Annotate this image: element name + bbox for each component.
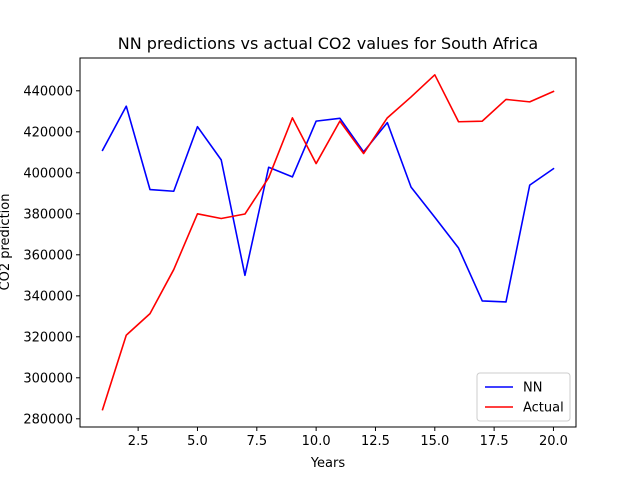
y-tick-label: 420000 <box>23 125 73 140</box>
legend: NN Actual <box>476 372 571 422</box>
x-tick-label: 5.0 <box>187 434 208 449</box>
legend-label-nn: NN <box>523 381 542 396</box>
series-line-nn <box>101 105 555 303</box>
series-layer <box>101 74 555 411</box>
y-tick-label: 400000 <box>23 166 73 181</box>
x-axis: 2.5 5.0 7.5 10.0 12.5 15.0 17.5 20.0 <box>128 427 568 449</box>
x-tick-label: 7.5 <box>246 434 267 449</box>
y-tick-label: 280000 <box>23 412 73 427</box>
x-axis-label: Years <box>310 456 346 471</box>
y-tick-label: 340000 <box>23 289 73 304</box>
x-tick-label: 15.0 <box>420 434 449 449</box>
legend-label-actual: Actual <box>523 401 564 416</box>
y-tick-label: 380000 <box>23 207 73 222</box>
y-tick-label: 360000 <box>23 248 73 263</box>
legend-box <box>476 372 571 422</box>
x-tick-label: 17.5 <box>480 434 509 449</box>
y-tick-label: 440000 <box>23 84 73 99</box>
series-line-actual <box>101 74 555 411</box>
x-tick-label: 20.0 <box>539 434 568 449</box>
x-tick-label: 2.5 <box>128 434 149 449</box>
y-axis: 280000 300000 320000 340000 360000 380000 4000… <box>23 84 80 427</box>
chart-title: NN predictions vs actual CO2 values for … <box>118 34 538 53</box>
x-tick-label: 12.5 <box>361 434 390 449</box>
y-tick-label: 320000 <box>23 330 73 345</box>
y-tick-label: 300000 <box>23 371 73 386</box>
plot-frame <box>79 57 577 428</box>
x-tick-label: 10.0 <box>302 434 331 449</box>
y-axis-label: CO2 prediction <box>0 194 13 291</box>
